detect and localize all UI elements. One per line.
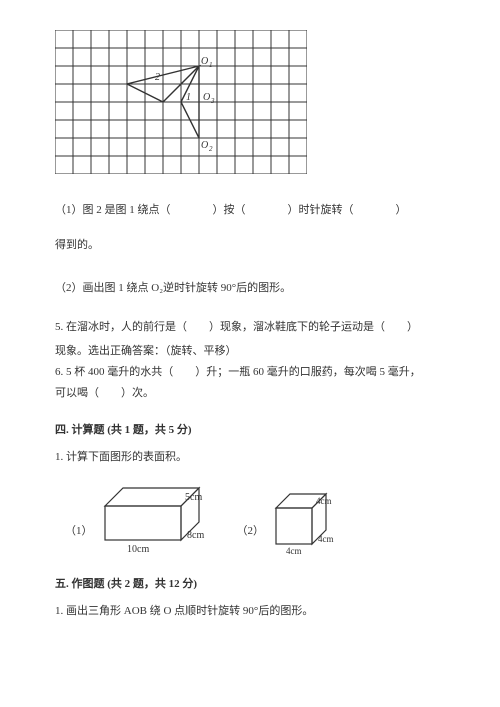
svg-text:1: 1 [209, 61, 213, 69]
cube-a3: 4cm [286, 546, 302, 556]
label-2: 2 [155, 72, 160, 83]
q6: 6. 5 杯 400 毫升的水共（ ）升；一瓶 60 毫升的口服药，每次喝 5 毫… [55, 362, 445, 383]
s4-q1: 1. 计算下面图形的表面积。 [55, 447, 445, 468]
shapes-row: （1） 5cm 8cm 10cm （2） [65, 478, 445, 556]
q6-a: 6. 5 杯 400 毫升的水共（ [55, 366, 173, 378]
q4-1: （1）图 2 是图 1 绕点（ ）按（ ）时针旋转（ ） [55, 200, 445, 221]
cube-svg: 4cm 4cm 4cm [268, 484, 348, 556]
label-1: 1 [186, 92, 191, 103]
cuboid-h: 5cm [185, 492, 202, 503]
q4-1-cont: 得到的。 [55, 235, 445, 256]
cuboid-l: 10cm [127, 544, 149, 555]
cube-label: （2） [237, 521, 265, 556]
q5: 5. 在溜冰时，人的前行是（ ）现象，溜冰鞋底下的轮子运动是（ ） [55, 317, 445, 338]
svg-text:2: 2 [209, 145, 213, 153]
q4-1-prefix: （1）图 2 是图 1 绕点（ [55, 204, 171, 216]
cube-wrap: （2） 4cm 4cm 4cm [237, 484, 349, 556]
q6-b: ）升；一瓶 60 毫升的口服药，每次喝 5 毫升， [195, 366, 421, 378]
section4-title: 四. 计算题 (共 1 题，共 5 分) [55, 420, 445, 441]
cube-a2: 4cm [318, 534, 334, 544]
q5-a: 5. 在溜冰时，人的前行是（ [55, 321, 187, 333]
q6-d: ）次。 [121, 387, 154, 399]
grid-svg: O1 O3 O2 1 2 [55, 30, 307, 174]
cube-a1: 4cm [316, 496, 332, 506]
cuboid-wrap: （1） 5cm 8cm 10cm [65, 478, 217, 556]
label-o1: O [201, 56, 208, 67]
q5-c: ） [407, 321, 418, 333]
cuboid-w: 8cm [187, 530, 204, 541]
q5-b: ）现象，溜冰鞋底下的轮子运动是（ [209, 321, 385, 333]
label-o2: O [201, 140, 208, 151]
q6-c: 可以喝（ [55, 387, 99, 399]
cuboid-label: （1） [65, 521, 93, 556]
q4-1-mid1: ）按（ [213, 204, 246, 216]
q4-2: （2）画出图 1 绕点 O₂逆时针旋转 90°后的图形。 [55, 278, 445, 299]
q4-1-suffix: ） [396, 204, 407, 216]
q4-1-mid2: ）时针旋转（ [288, 204, 354, 216]
svg-text:3: 3 [210, 97, 215, 105]
q6-cont: 可以喝（ ）次。 [55, 383, 445, 404]
cuboid-svg: 5cm 8cm 10cm [97, 478, 217, 556]
section5-title: 五. 作图题 (共 2 题，共 12 分) [55, 574, 445, 595]
q5-line2: 现象。选出正确答案：（旋转、平移） [55, 341, 445, 362]
s5-q1: 1. 画出三角形 AOB 绕 O 点顺时针旋转 90°后的图形。 [55, 601, 445, 622]
grid-figure: O1 O3 O2 1 2 [55, 30, 445, 182]
label-o3: O [203, 92, 210, 103]
